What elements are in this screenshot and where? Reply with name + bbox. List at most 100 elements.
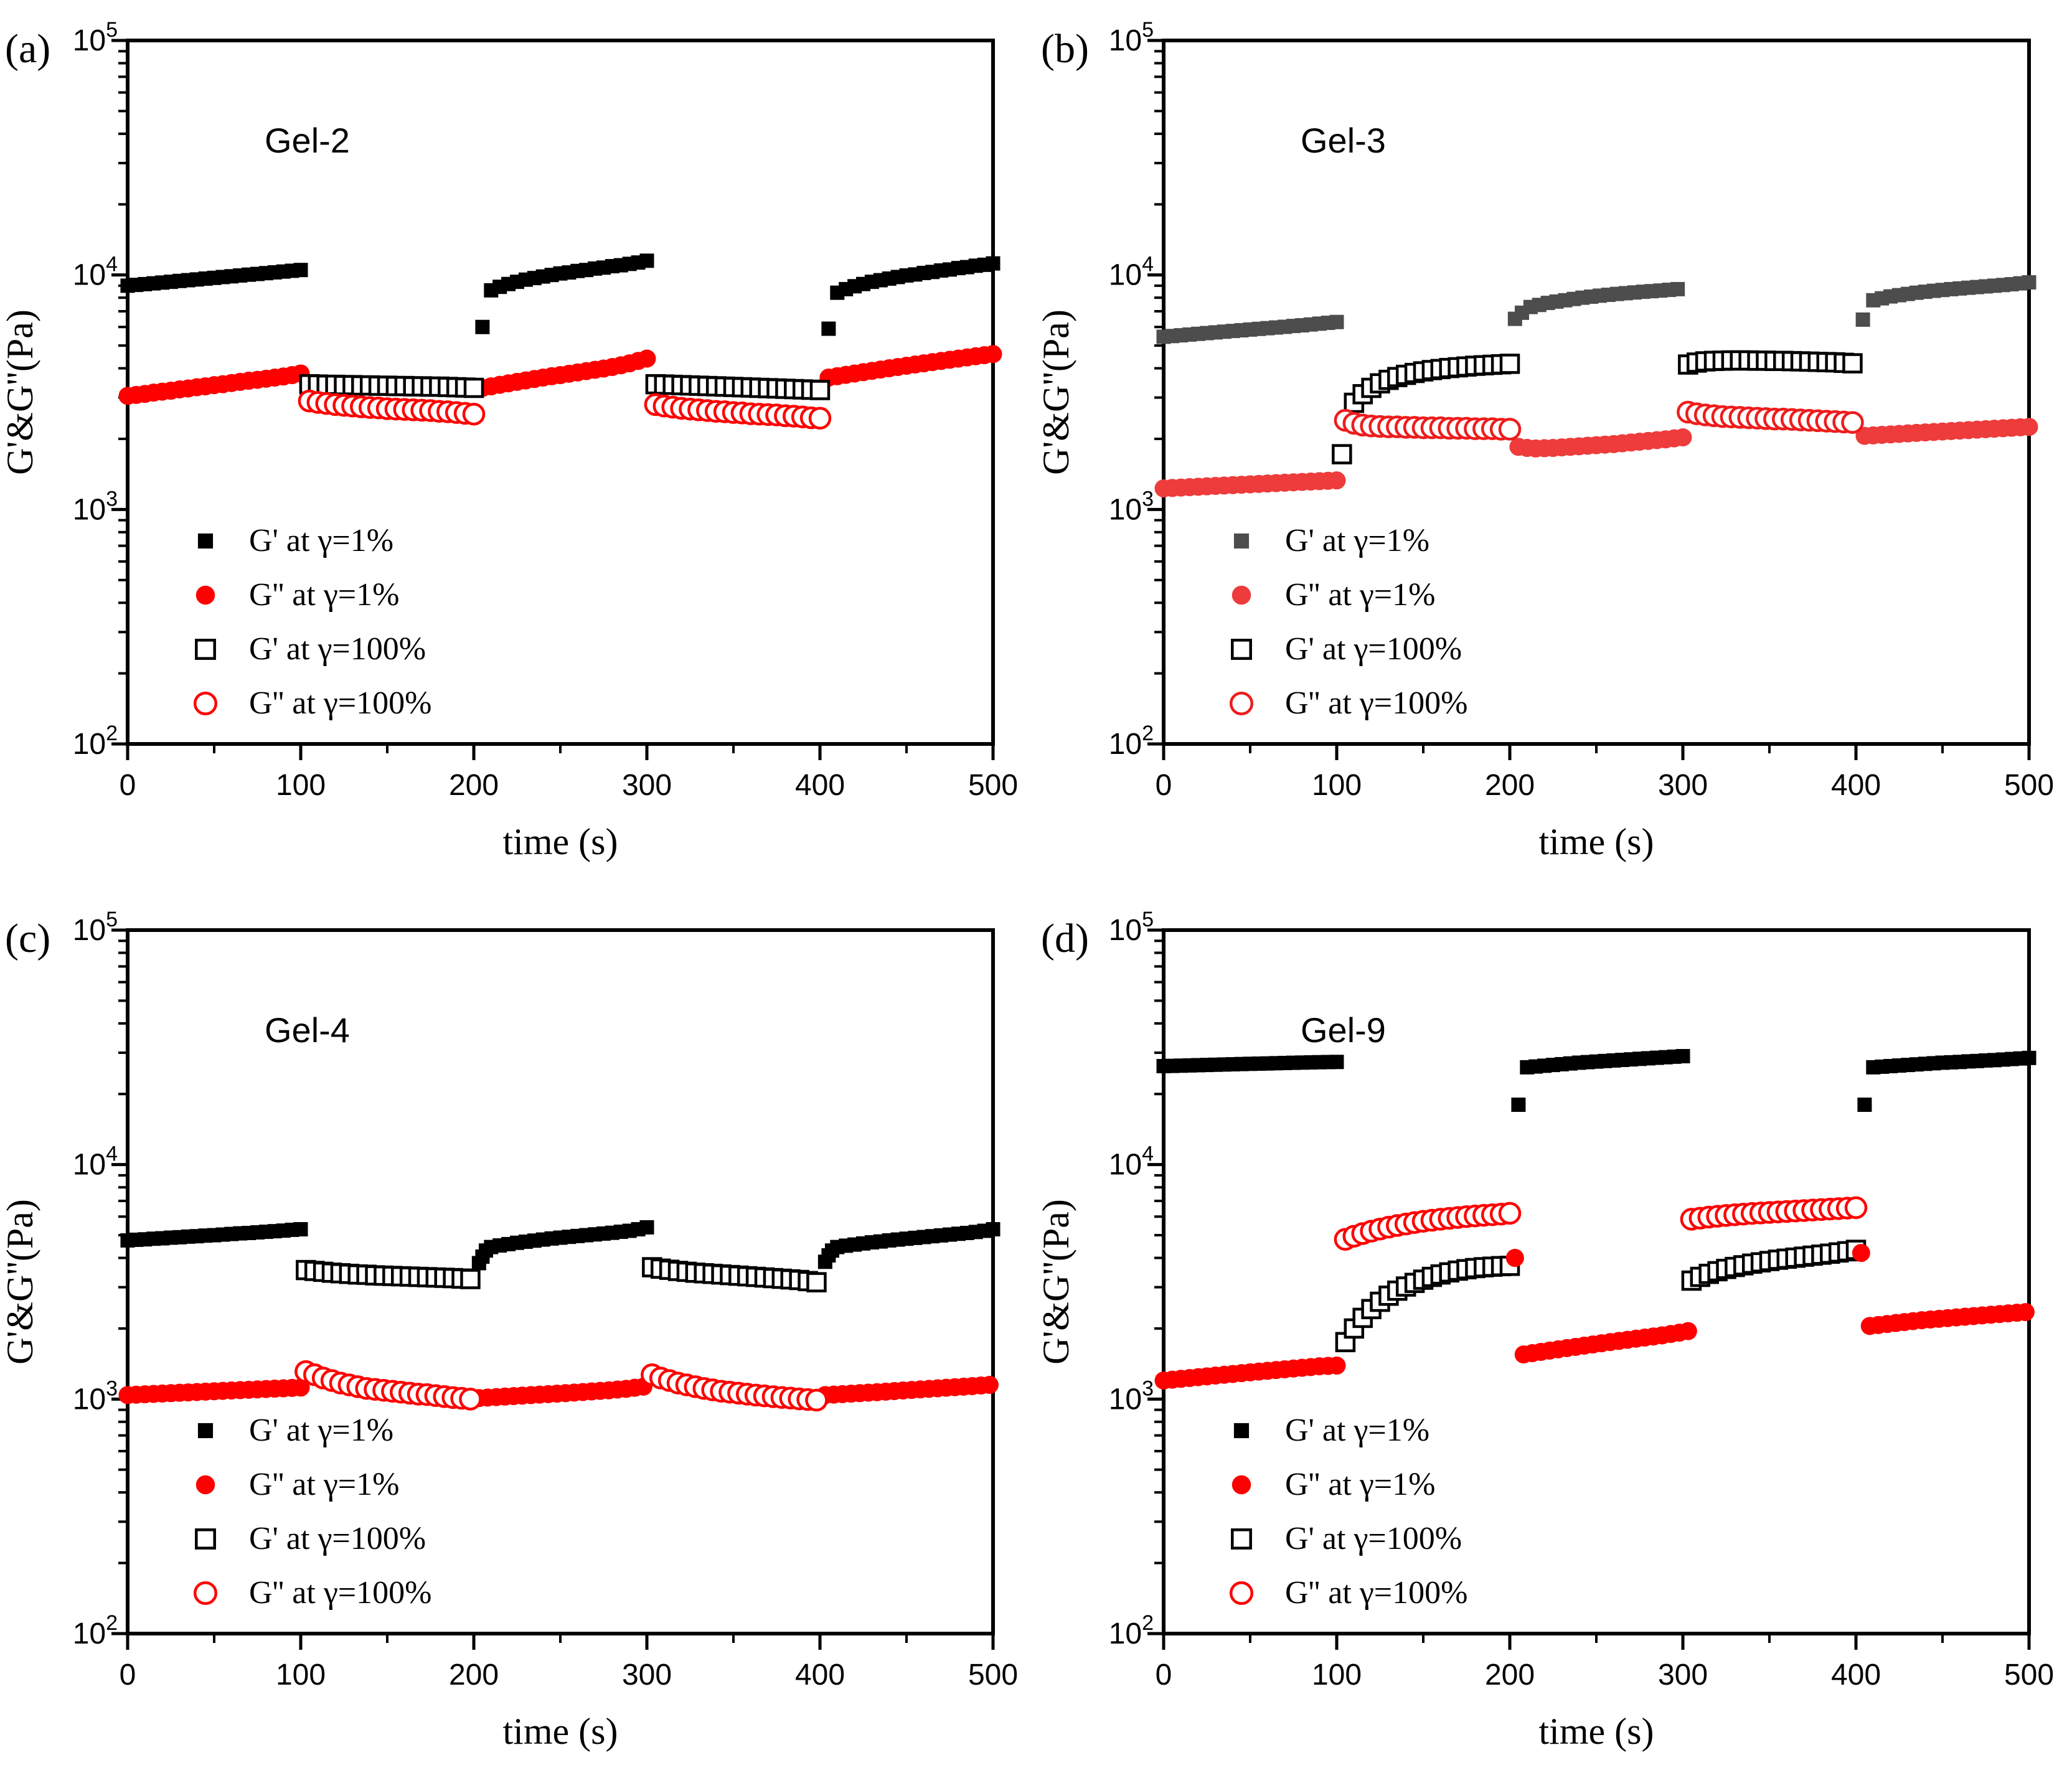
legend-item-gpp100: G'' at γ=100% xyxy=(1229,1575,1467,1611)
legend: G' at γ=1% G'' at γ=1% G' at γ=100% G'' at … xyxy=(193,1413,431,1611)
legend-label: G' at γ=100% xyxy=(1285,1521,1462,1556)
y-tick-label: 102 xyxy=(1109,1611,1154,1650)
legend-label: G' at γ=1% xyxy=(249,523,393,558)
y-axis-label: G'&G''(Pa) xyxy=(0,1199,40,1365)
legend-item-gpp100: G'' at γ=100% xyxy=(193,685,431,721)
x-tick-label: 0 xyxy=(120,769,136,802)
legend-item-gpp1: G'' at γ=1% xyxy=(1231,1467,1435,1502)
legend-item-gp1: G' at γ=1% xyxy=(1233,523,1429,558)
panel-title: Gel-4 xyxy=(265,1010,350,1050)
legend-label: G' at γ=100% xyxy=(1285,631,1462,667)
series-gpp100 xyxy=(298,389,832,430)
chart-c: 0 100 200 300 400 500 102 103 104 105 time (s) G'&G… xyxy=(0,908,1018,1752)
legend-label: G'' at γ=100% xyxy=(249,1575,431,1611)
legend-item-gp100: G' at γ=100% xyxy=(1231,631,1462,667)
x-tick-label: 200 xyxy=(1485,769,1535,802)
legend-label: G' at γ=100% xyxy=(249,1521,426,1556)
panel-c: 0 100 200 300 400 500 102 103 104 105 time (s) G'&G… xyxy=(0,890,1036,1780)
legend-item-gpp1: G'' at γ=1% xyxy=(1231,577,1435,613)
x-tick-label: 300 xyxy=(1658,1658,1708,1691)
legend-label: G'' at γ=1% xyxy=(249,1467,399,1502)
x-tick-label: 300 xyxy=(622,1658,672,1691)
series-gpp100 xyxy=(294,1360,828,1412)
x-axis-label: time (s) xyxy=(503,821,618,862)
legend: G' at γ=1% G'' at γ=1% G' at γ=100% G'' at … xyxy=(193,523,431,721)
x-tick-label: 200 xyxy=(449,769,499,802)
chart-d: 0 100 200 300 400 500 102 103 104 105 time (s) G'&G… xyxy=(1035,908,2054,1752)
x-axis-label: time (s) xyxy=(1539,821,1654,862)
series-gpp100 xyxy=(1334,400,1864,441)
axes: 0 100 200 300 400 500 102 103 104 105 xyxy=(1109,908,2054,1691)
x-tick-label: 100 xyxy=(1312,1658,1362,1691)
x-tick-label: 400 xyxy=(795,769,845,802)
series-gp100 xyxy=(1335,1240,1867,1353)
y-axis-label: G'&G''(Pa) xyxy=(1036,1199,1076,1365)
series-gp1 xyxy=(120,1220,1001,1271)
panel-d: 0 100 200 300 400 500 102 103 104 105 time (s) G'&G… xyxy=(1035,890,2072,1780)
y-tick-label: 104 xyxy=(1109,253,1154,292)
series-gpp1 xyxy=(1154,418,2038,497)
y-axis-label: G'&G''(Pa) xyxy=(1036,309,1076,475)
x-axis-label: time (s) xyxy=(1539,1711,1654,1752)
series-gp100 xyxy=(299,374,831,400)
axes: 0 100 200 300 400 500 102 103 104 105 xyxy=(73,908,1018,1691)
axes: 0 100 200 300 400 500 102 103 104 105 xyxy=(1109,18,2054,802)
x-tick-label: 400 xyxy=(1831,769,1881,802)
legend-label: G'' at γ=1% xyxy=(249,577,399,613)
panel-title: Gel-2 xyxy=(265,121,350,160)
x-tick-label: 0 xyxy=(1156,769,1172,802)
x-tick-label: 300 xyxy=(622,769,672,802)
x-tick-label: 100 xyxy=(276,1658,326,1691)
legend-item-gpp1: G'' at γ=1% xyxy=(195,1467,399,1502)
y-tick-label: 105 xyxy=(1109,18,1154,57)
series-gpp1 xyxy=(1154,1244,2035,1390)
x-tick-label: 200 xyxy=(1485,1658,1535,1691)
x-tick-label: 500 xyxy=(2004,1658,2054,1691)
legend-label: G' at γ=1% xyxy=(1285,523,1429,558)
series-gp100 xyxy=(296,1257,827,1292)
panel-b: 0 100 200 300 400 500 102 103 104 105 time (s) G'&G… xyxy=(1035,0,2072,890)
series-gp1 xyxy=(1156,275,2037,344)
chart-b: 0 100 200 300 400 500 102 103 104 105 time (s) G'&G… xyxy=(1035,18,2054,862)
legend-label: G'' at γ=1% xyxy=(1285,1467,1435,1502)
x-axis-label: time (s) xyxy=(503,1711,618,1752)
y-tick-label: 105 xyxy=(73,908,118,947)
y-tick-label: 103 xyxy=(1109,487,1154,526)
panel-letter: (d) xyxy=(1041,916,1089,961)
x-tick-label: 200 xyxy=(449,1658,499,1691)
y-tick-label: 105 xyxy=(73,18,118,57)
legend-label: G' at γ=1% xyxy=(1285,1413,1429,1448)
legend-item-gpp1: G'' at γ=1% xyxy=(195,577,399,613)
panel-a: 0 100 200 300 400 500 102 103 104 105 time (s) G'&G… xyxy=(0,0,1036,890)
legend-item-gp1: G' at γ=1% xyxy=(197,523,393,558)
y-tick-label: 104 xyxy=(73,1142,118,1182)
series-gp1 xyxy=(1156,1048,2037,1113)
legend-label: G' at γ=100% xyxy=(249,631,426,667)
x-tick-label: 300 xyxy=(1658,769,1708,802)
y-tick-label: 102 xyxy=(1109,722,1154,761)
y-axis-label: G'&G''(Pa) xyxy=(0,309,40,475)
x-tick-label: 500 xyxy=(2004,769,2054,802)
panel-title: Gel-9 xyxy=(1301,1010,1386,1050)
y-tick-label: 104 xyxy=(73,253,118,292)
x-tick-label: 500 xyxy=(968,769,1018,802)
panel-title: Gel-3 xyxy=(1301,121,1386,160)
panel-letter: (c) xyxy=(5,916,50,961)
x-tick-label: 100 xyxy=(276,769,326,802)
legend-label: G'' at γ=100% xyxy=(1285,685,1467,721)
legend-label: G'' at γ=1% xyxy=(1285,577,1435,613)
y-tick-label: 104 xyxy=(1109,1142,1154,1182)
legend-label: G'' at γ=100% xyxy=(249,685,431,721)
series-gp100 xyxy=(1332,350,1863,464)
axes: 0 100 200 300 400 500 102 103 104 105 xyxy=(73,18,1018,802)
legend-label: G' at γ=1% xyxy=(249,1413,393,1448)
panel-letter: (a) xyxy=(5,26,50,72)
legend-item-gpp100: G'' at γ=100% xyxy=(193,1575,431,1611)
legend-item-gp100: G' at γ=100% xyxy=(195,631,426,667)
legend-item-gp1: G' at γ=1% xyxy=(197,1413,393,1448)
x-tick-label: 100 xyxy=(1312,769,1362,802)
y-tick-label: 103 xyxy=(73,487,118,526)
y-tick-label: 103 xyxy=(1109,1376,1154,1416)
series-gp1 xyxy=(120,253,1001,336)
